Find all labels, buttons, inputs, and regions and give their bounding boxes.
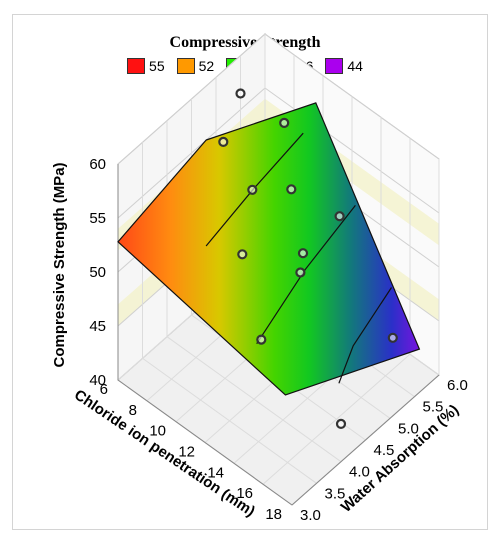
contour-line xyxy=(338,287,393,384)
response-surface xyxy=(117,102,421,396)
x-tick-label: 18 xyxy=(265,506,282,523)
y-tick-label: 3.0 xyxy=(300,507,321,524)
z-axis-label: Compressive Strength (MPa) xyxy=(51,162,68,367)
legend-swatch xyxy=(176,58,195,74)
chart-ticks: 40 45 50 55 60 6 8 10 12 14 16 18 3.03.54.04.55.05.5… xyxy=(89,156,468,524)
legend-label: 44 xyxy=(347,58,363,74)
y-tick-label: 4.0 xyxy=(349,464,370,481)
y-tick-label: 3.5 xyxy=(325,485,346,502)
data-point xyxy=(279,117,290,129)
chart-points xyxy=(218,88,398,429)
y-tick-label: 6.0 xyxy=(447,377,468,394)
x-axis-line xyxy=(117,379,293,506)
x-tick-label: 6 xyxy=(100,381,108,398)
y-tick-label: 5.5 xyxy=(423,399,444,416)
z-tick-label: 45 xyxy=(89,318,106,335)
chart-frame xyxy=(12,14,488,530)
data-point xyxy=(247,184,258,195)
x-tick-label: 8 xyxy=(129,402,137,419)
legend-label: 52 xyxy=(198,58,215,74)
legend-item: 55 xyxy=(127,58,165,74)
legend-swatch xyxy=(325,58,344,74)
z-tick-label: 50 xyxy=(89,264,106,281)
data-point xyxy=(387,332,398,343)
legend-item: 44 xyxy=(325,58,363,74)
x-tick-label: 16 xyxy=(236,485,253,502)
x-tick-label: 12 xyxy=(178,444,195,461)
y-axis-line xyxy=(291,374,440,506)
y-tick-label: 5.0 xyxy=(398,420,419,437)
x-tick-label: 14 xyxy=(207,464,224,481)
legend-swatch xyxy=(127,58,146,74)
data-point xyxy=(295,267,306,278)
x-tick-label: 10 xyxy=(149,423,166,440)
z-tick-label: 55 xyxy=(89,210,106,227)
data-point xyxy=(334,211,345,222)
y-tick-label: 4.5 xyxy=(374,442,395,459)
legend-label: 55 xyxy=(149,58,165,74)
legend-item: 52 xyxy=(176,58,215,74)
z-tick-label: 40 xyxy=(89,372,106,389)
data-point xyxy=(286,184,297,195)
contour-line xyxy=(256,205,356,345)
data-point xyxy=(256,334,267,345)
z-tick-label: 60 xyxy=(89,156,106,173)
data-point xyxy=(237,249,248,260)
data-point xyxy=(297,248,309,259)
data-point xyxy=(218,136,229,147)
data-point xyxy=(335,418,347,429)
data-point xyxy=(235,88,246,99)
